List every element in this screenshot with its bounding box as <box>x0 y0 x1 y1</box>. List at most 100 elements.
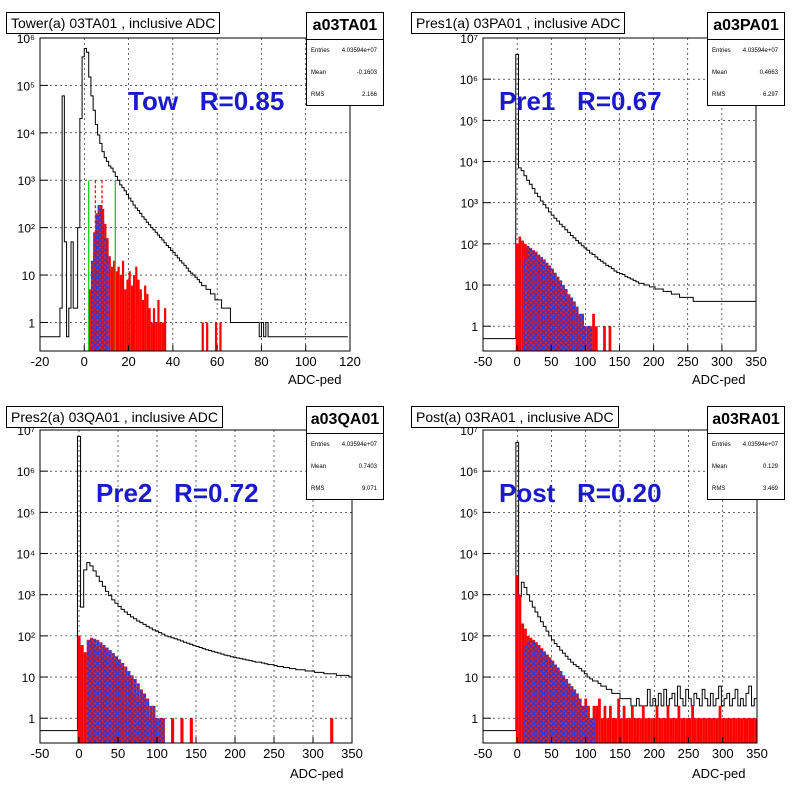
bar-hatched <box>121 662 125 743</box>
bar-red <box>515 575 519 743</box>
stats-box: a03QA01 Entries 4.03594e+07 Mean 0.7403 RM… <box>306 406 384 500</box>
bar-hatched <box>578 313 582 351</box>
panel-post: -50 0 50 100 150 200 250 300 350 1 10 10² 10³ 10⁴ 10⁵ 1… <box>401 396 802 792</box>
stats-entries: Entries 4.03594e+07 <box>311 48 377 54</box>
bar-hatched <box>548 657 552 743</box>
bar-red <box>144 285 147 351</box>
bar-red <box>124 289 127 351</box>
bar-red <box>117 266 120 351</box>
panel-pres1: -50 0 50 100 150 200 250 300 350 1 10 10² 10³ 10⁴ 10⁵ 1… <box>401 0 802 396</box>
y-tick-label: 10³ <box>461 197 478 211</box>
x-tick-label: 350 <box>746 746 768 761</box>
bar-red <box>330 718 334 743</box>
bar-red <box>592 313 595 351</box>
bar-hatched <box>567 294 571 351</box>
x-tick-label: -50 <box>474 354 493 369</box>
bar-hatched <box>526 639 530 743</box>
y-tick-label: 10⁶ <box>460 465 478 479</box>
chart-tower: -20 0 20 40 60 80 100 120 1 10 10² 10³ 10⁴ 10⁵ 10⁶ <box>16 32 360 369</box>
bar-hatched <box>565 678 568 743</box>
x-tick-label: 250 <box>678 746 700 761</box>
y-tick-label: 10⁶ <box>17 32 35 46</box>
bar-hatched <box>86 639 90 743</box>
bar-hatched <box>570 686 574 743</box>
bar-hatched <box>161 718 165 743</box>
bar-hatched <box>155 718 159 743</box>
bar-red <box>639 718 642 743</box>
bar-hatched <box>127 671 131 743</box>
x-tick-label: 80 <box>254 354 268 369</box>
bar-red <box>518 594 522 743</box>
bar-hatched <box>139 689 143 743</box>
bar-red <box>702 718 705 743</box>
bar-hatched <box>546 654 549 743</box>
bar-hatched <box>93 232 96 351</box>
bar-hatched <box>532 642 536 743</box>
bar-red <box>189 718 193 743</box>
bar-red <box>754 718 757 743</box>
bar-hatched <box>158 718 162 743</box>
x-tick-label: 100 <box>146 746 168 761</box>
bar-red <box>603 326 606 351</box>
bar-red <box>633 718 637 743</box>
bar-hatched <box>592 718 596 743</box>
bar-red <box>614 718 618 743</box>
y-tick-label: 10² <box>18 630 35 644</box>
plot-area <box>40 435 352 743</box>
bar-red <box>598 698 601 743</box>
bar-red <box>108 256 111 351</box>
bar-hatched <box>584 705 588 743</box>
bar-red <box>740 718 744 743</box>
bar-red <box>141 299 145 351</box>
bar-red <box>636 718 640 743</box>
bar-hatched <box>540 648 544 743</box>
bar-hatched <box>587 718 590 743</box>
bar-red <box>157 299 160 351</box>
x-tick-label: 50 <box>544 354 558 369</box>
bar-red <box>609 705 612 743</box>
panel-tower: -20 0 20 40 60 80 100 120 1 10 10² 10³ 10⁴ 10⁵ 10⁶ Tow… <box>0 0 401 396</box>
y-tick-label: 10² <box>461 238 478 252</box>
x-tick-label: 100 <box>575 354 597 369</box>
bar-hatched <box>90 260 94 351</box>
bar-red <box>77 635 81 743</box>
x-tick-label: -20 <box>31 354 50 369</box>
bar-red <box>113 260 116 351</box>
x-tick-label: 0 <box>514 746 521 761</box>
bar-red <box>704 718 708 743</box>
stats-mean: Mean 0.7403 <box>311 464 377 470</box>
bar-red <box>611 718 615 743</box>
y-tick-label: 10⁵ <box>460 506 478 520</box>
chart-post: -50 0 50 100 150 200 250 300 350 1 10 10² 10³ 10⁴ 10⁵ 1… <box>459 424 768 761</box>
bar-red <box>737 718 741 743</box>
x-tick-label: 300 <box>711 354 733 369</box>
x-tick-label: 200 <box>643 746 665 761</box>
bar-hatched <box>99 206 102 351</box>
bar-hatched <box>545 262 549 351</box>
bar-hatched <box>152 705 156 743</box>
bar-red <box>655 705 659 743</box>
bar-red <box>732 718 736 743</box>
bar-red <box>748 718 752 743</box>
bar-hatched <box>118 659 122 743</box>
stats-entries: Entries 4.03594e+07 <box>311 442 377 448</box>
bar-hatched <box>99 642 103 743</box>
bar-red <box>680 718 684 743</box>
x-tick-label: 50 <box>544 746 558 761</box>
y-tick-label: 1 <box>471 320 478 334</box>
bar-red <box>674 718 678 743</box>
x-axis-label: ADC-ped <box>692 766 746 781</box>
bar-red <box>110 266 114 351</box>
y-tick-label: 10³ <box>18 174 35 188</box>
x-tick-label: 250 <box>263 746 285 761</box>
bar-hatched <box>93 638 97 743</box>
bar-hatched <box>114 656 118 743</box>
stats-mean: Mean 0.129 <box>712 464 778 470</box>
bar-red <box>669 718 673 743</box>
bar-hatched <box>543 651 547 743</box>
panel-pres2: -50 0 50 100 150 200 250 300 350 1 10 10² 10³ 10⁴ 10⁵ 1… <box>0 396 401 792</box>
y-tick-label: 10⁵ <box>460 114 478 128</box>
bar-hatched <box>111 653 115 743</box>
y-tick-label: 10⁴ <box>459 156 478 170</box>
bar-red <box>743 718 747 743</box>
